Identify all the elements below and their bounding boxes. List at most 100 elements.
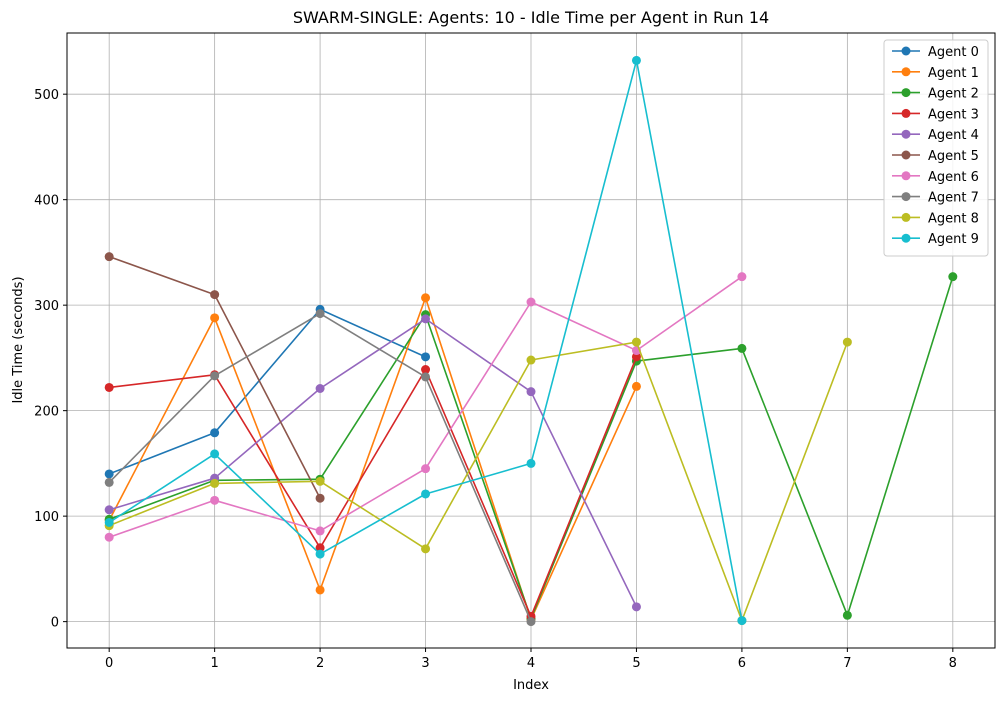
data-point — [315, 476, 325, 486]
x-tick-label: 3 — [421, 656, 429, 671]
series-agent-4 — [104, 314, 641, 612]
series-line — [108, 318, 638, 608]
data-point — [631, 602, 641, 612]
data-point — [210, 449, 220, 459]
data-point — [210, 478, 220, 488]
data-point — [315, 309, 325, 319]
data-point — [104, 532, 114, 542]
y-tick-label: 400 — [34, 194, 59, 209]
data-point — [104, 469, 114, 479]
series-agent-6 — [104, 272, 747, 542]
data-point — [315, 493, 325, 503]
data-point — [737, 616, 747, 626]
y-tick-label: 100 — [34, 510, 59, 525]
data-point — [315, 543, 325, 553]
x-tick-label: 8 — [949, 656, 957, 671]
data-point — [526, 458, 536, 468]
x-tick-label: 4 — [527, 656, 535, 671]
legend-item: Agent 5 — [892, 149, 979, 164]
data-point — [631, 55, 641, 65]
legend-marker — [901, 212, 911, 222]
series-agent-9 — [104, 55, 747, 626]
data-point — [315, 549, 325, 559]
data-point — [842, 610, 852, 620]
legend-item: Agent 6 — [892, 170, 979, 185]
data-point — [421, 314, 431, 324]
y-tick-label: 500 — [34, 88, 59, 103]
legend-label: Agent 0 — [928, 45, 979, 60]
legend-item: Agent 9 — [892, 232, 979, 247]
data-point — [631, 352, 641, 362]
data-point — [421, 293, 431, 303]
data-point — [737, 343, 747, 353]
legend-marker — [901, 233, 911, 243]
legend: Agent 0 Agent 1 Agent 2 Agent 3 Agent 4 Agent… — [883, 39, 989, 257]
data-point — [210, 495, 220, 505]
data-point — [842, 337, 852, 347]
data-point — [526, 617, 536, 627]
chart-title: SWARM-SINGLE: Agents: 10 - Idle Time per… — [293, 8, 769, 27]
data-point — [421, 365, 431, 375]
data-point — [104, 382, 114, 392]
data-point — [104, 477, 114, 487]
legend-label: Agent 3 — [928, 107, 979, 122]
data-point — [210, 313, 220, 323]
legend-item: Agent 2 — [892, 87, 979, 102]
y-axis-ticks: 0 100 200 300 400 500 — [34, 88, 67, 631]
data-point — [526, 355, 536, 365]
legend-marker — [901, 108, 911, 118]
y-tick-label: 200 — [34, 405, 59, 420]
data-point — [948, 272, 958, 282]
data-point — [526, 387, 536, 397]
legend-label: Agent 7 — [928, 191, 979, 206]
x-tick-label: 5 — [632, 656, 640, 671]
x-axis-label: Index — [513, 678, 549, 693]
legend-marker — [901, 88, 911, 98]
data-point — [737, 272, 747, 282]
legend-marker — [901, 192, 911, 202]
legend-label: Agent 1 — [928, 66, 979, 81]
legend-label: Agent 9 — [928, 232, 979, 247]
series-line — [108, 308, 426, 475]
legend-marker — [901, 171, 911, 181]
y-tick-label: 300 — [34, 299, 59, 314]
legend-marker — [901, 46, 911, 56]
legend-label: Agent 2 — [928, 87, 979, 102]
x-tick-label: 1 — [210, 656, 218, 671]
data-point — [526, 297, 536, 307]
x-tick-label: 2 — [316, 656, 324, 671]
data-point — [315, 585, 325, 595]
x-tick-label: 0 — [105, 656, 113, 671]
legend-marker — [901, 129, 911, 139]
data-point — [104, 252, 114, 262]
legend-item: Agent 7 — [892, 191, 979, 206]
data-point — [421, 352, 431, 362]
x-tick-label: 7 — [843, 656, 851, 671]
legend-item: Agent 0 — [892, 45, 979, 60]
data-point — [210, 428, 220, 438]
series-line — [108, 296, 638, 621]
legend-label: Agent 4 — [928, 128, 979, 143]
series-layer — [104, 55, 958, 627]
data-point — [315, 526, 325, 536]
legend-marker — [901, 67, 911, 77]
legend-marker — [901, 150, 911, 160]
data-point — [421, 464, 431, 474]
data-point — [104, 517, 114, 527]
data-point — [631, 381, 641, 391]
data-point — [421, 372, 431, 382]
series-line — [109, 356, 638, 618]
series-agent-0 — [104, 304, 431, 479]
data-point — [104, 505, 114, 515]
data-point — [210, 371, 220, 381]
series-agent-7 — [104, 309, 536, 627]
data-point — [421, 489, 431, 499]
series-agent-5 — [104, 252, 325, 503]
legend-item: Agent 3 — [892, 107, 979, 122]
data-point — [631, 337, 641, 347]
x-tick-label: 6 — [738, 656, 746, 671]
legend-item: Agent 1 — [892, 66, 979, 81]
legend-item: Agent 8 — [892, 211, 979, 226]
